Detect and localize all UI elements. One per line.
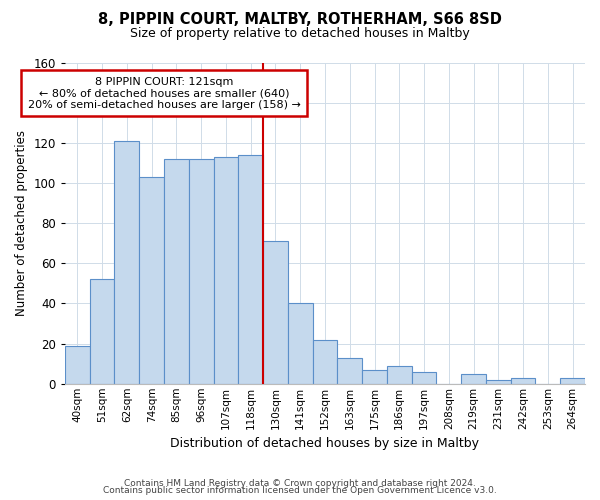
Bar bbox=[90, 280, 115, 384]
Bar bbox=[288, 304, 313, 384]
Text: Contains public sector information licensed under the Open Government Licence v3: Contains public sector information licen… bbox=[103, 486, 497, 495]
Text: Size of property relative to detached houses in Maltby: Size of property relative to detached ho… bbox=[130, 28, 470, 40]
Bar bbox=[139, 177, 164, 384]
Bar bbox=[115, 141, 139, 384]
Bar bbox=[263, 241, 288, 384]
Bar bbox=[412, 372, 436, 384]
Bar bbox=[189, 159, 214, 384]
Bar bbox=[65, 346, 90, 384]
Bar bbox=[560, 378, 585, 384]
Bar bbox=[387, 366, 412, 384]
Bar bbox=[461, 374, 486, 384]
X-axis label: Distribution of detached houses by size in Maltby: Distribution of detached houses by size … bbox=[170, 437, 479, 450]
Y-axis label: Number of detached properties: Number of detached properties bbox=[15, 130, 28, 316]
Text: 8 PIPPIN COURT: 121sqm
← 80% of detached houses are smaller (640)
20% of semi-de: 8 PIPPIN COURT: 121sqm ← 80% of detached… bbox=[28, 76, 301, 110]
Text: 8, PIPPIN COURT, MALTBY, ROTHERHAM, S66 8SD: 8, PIPPIN COURT, MALTBY, ROTHERHAM, S66 … bbox=[98, 12, 502, 28]
Bar bbox=[164, 159, 189, 384]
Bar bbox=[238, 155, 263, 384]
Bar bbox=[511, 378, 535, 384]
Bar bbox=[214, 157, 238, 384]
Bar bbox=[486, 380, 511, 384]
Bar bbox=[362, 370, 387, 384]
Bar bbox=[313, 340, 337, 384]
Text: Contains HM Land Registry data © Crown copyright and database right 2024.: Contains HM Land Registry data © Crown c… bbox=[124, 478, 476, 488]
Bar bbox=[337, 358, 362, 384]
